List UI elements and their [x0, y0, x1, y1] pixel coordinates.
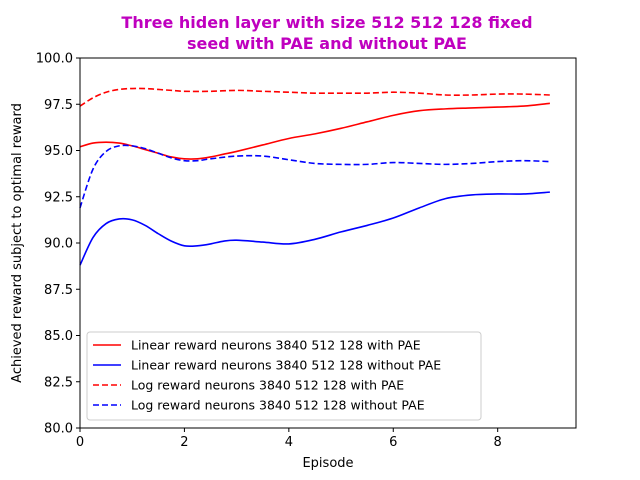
y-tick-label: 100.0 — [36, 52, 73, 67]
x-tick-label: 8 — [494, 435, 502, 450]
legend-box — [86, 331, 482, 421]
x-tick-label: 4 — [285, 435, 293, 450]
y-tick-label: 92.5 — [44, 190, 73, 205]
y-tick-label: 80.0 — [44, 422, 73, 437]
chart-title-line2: seed with PAE and without PAE — [187, 34, 467, 53]
legend-entries: Linear reward neurons 3840 512 128 with … — [93, 338, 441, 413]
legend-label-2: Linear reward neurons 3840 512 128 witho… — [131, 358, 441, 373]
y-tick-label: 97.5 — [44, 98, 73, 113]
x-tick-label: 0 — [76, 435, 84, 450]
y-axis-ticks: 80.0 82.5 85.0 87.5 90.0 92.5 95.0 97.5 100.0 — [36, 52, 80, 437]
chart-title-line1: Three hiden layer with size 512 512 128 … — [121, 13, 532, 32]
y-axis-label: Achieved reward subject to optimal rewar… — [10, 103, 25, 383]
y-tick-label: 82.5 — [44, 375, 73, 390]
legend: Linear reward neurons 3840 512 128 with … — [86, 331, 482, 421]
legend-label-3: Log reward neurons 3840 512 128 with PAE — [131, 378, 404, 393]
y-tick-label: 85.0 — [44, 329, 73, 344]
series-line-2 — [79, 191, 550, 266]
x-axis-label: Episode — [302, 456, 353, 471]
y-tick-label: 90.0 — [44, 237, 73, 252]
y-tick-label: 95.0 — [44, 144, 73, 159]
x-tick-label: 6 — [389, 435, 397, 450]
x-axis-ticks: 0 2 4 6 8 — [76, 428, 502, 450]
series-line-4 — [79, 144, 550, 209]
legend-label-4: Log reward neurons 3840 512 128 without … — [131, 398, 425, 413]
y-tick-label: 87.5 — [44, 283, 73, 298]
series-line-3 — [79, 87, 550, 107]
legend-label-1: Linear reward neurons 3840 512 128 with … — [131, 338, 421, 353]
x-tick-label: 2 — [180, 435, 188, 450]
plot-lines — [79, 87, 550, 266]
